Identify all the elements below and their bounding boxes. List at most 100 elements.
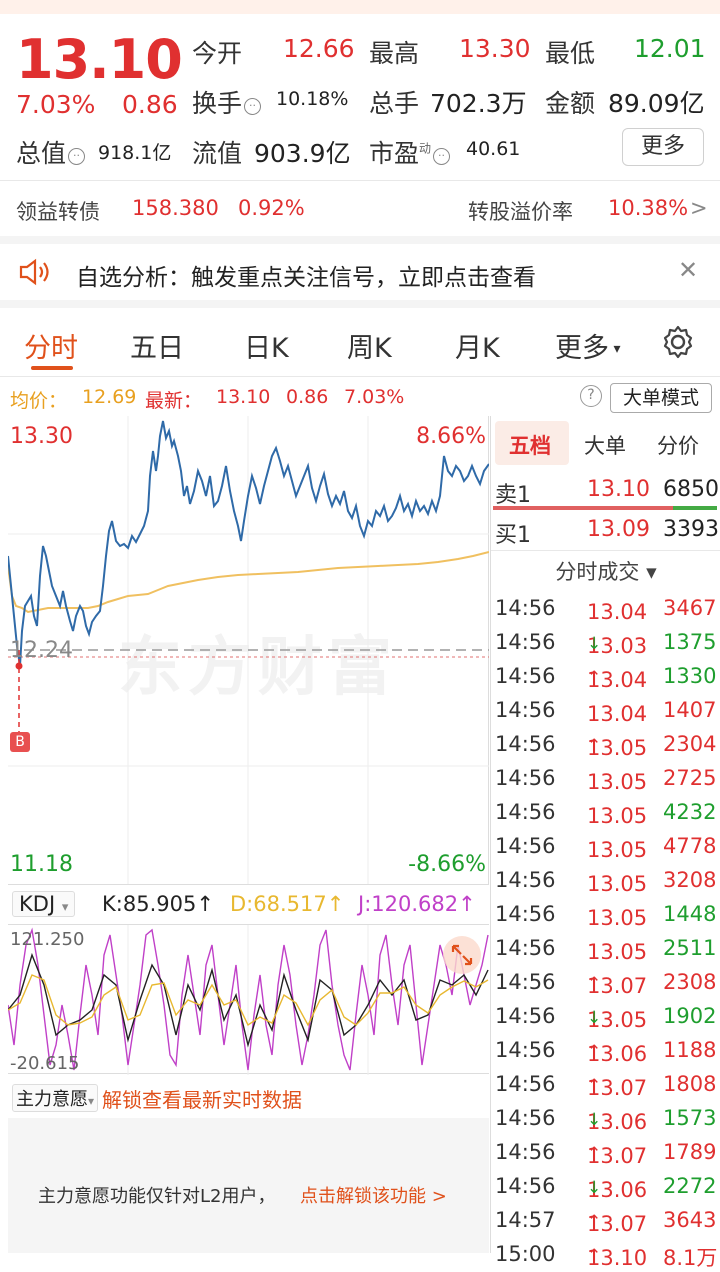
indicator-select[interactable]: KDJ ▾ — [12, 891, 76, 917]
low-value: 12.01 — [634, 34, 706, 63]
tab-more[interactable]: 更多 ▾ — [555, 333, 621, 364]
trade-row: 14:56 13.05 4778 — [495, 834, 717, 862]
premium-label: 转股溢价率 — [468, 200, 573, 224]
trade-row: 14:56 13.05 3208 — [495, 868, 717, 896]
tab-intraday[interactable]: 分时 — [24, 333, 78, 364]
trade-time: 14:56 — [495, 1174, 556, 1198]
kdj-k-value: K:85.905↑ — [102, 892, 214, 916]
trade-time: 14:56 — [495, 970, 556, 994]
tab-weekly-k[interactable]: 周K — [347, 333, 392, 364]
kdj-d-value: D:68.517↑ — [230, 892, 345, 916]
flow-indicator-select[interactable]: 主力意愿▾ — [12, 1084, 99, 1112]
trades-title[interactable]: 分时成交 ▾ — [555, 560, 657, 584]
kdj-indicator-bar: KDJ ▾ K:85.905↑ D:68.517↑ J:120.682↑ — [8, 884, 489, 924]
trade-volume: 2725 — [663, 766, 717, 790]
more-button[interactable]: 更多 — [622, 128, 704, 166]
trade-row: 14:56 13.03 ↓ 1375 — [495, 630, 717, 658]
trade-row: 15:00 13.10 ↑ 8.1万 — [495, 1242, 718, 1270]
volume-label: 总手 — [369, 89, 420, 118]
tab-five-day[interactable]: 五日 — [130, 333, 184, 364]
trade-time: 14:56 — [495, 1004, 556, 1028]
ask-volume: 6850 — [663, 477, 719, 502]
intraday-chart[interactable]: 东方财富 13.30 8.66% 12.24 11.18 -8.66% B — [8, 416, 489, 884]
avg-label: 均价： — [10, 390, 68, 412]
tab-big-orders[interactable]: 大单 — [584, 434, 626, 458]
float-value: 903.9亿 — [254, 139, 351, 168]
buy-point — [15, 662, 23, 670]
trade-row: 14:56 13.06 ↑ 1188 — [495, 1038, 717, 1066]
active-tab-indicator — [31, 366, 73, 370]
l2-text: 主力意愿功能仅针对L2用户， — [38, 1186, 276, 1207]
buy-marker-badge[interactable]: B — [10, 732, 30, 752]
trade-time: 14:56 — [495, 800, 556, 824]
tab-monthly-k[interactable]: 月K — [455, 333, 500, 364]
tab-daily-k[interactable]: 日K — [244, 333, 289, 364]
mktcap-label[interactable]: 总值 ·· — [16, 134, 87, 170]
ask-1-row[interactable]: 卖1 13.10 6850 — [491, 470, 720, 510]
trade-volume: 3467 — [663, 596, 717, 620]
trade-volume: 1808 — [663, 1072, 717, 1096]
trade-time: 15:00 — [495, 1242, 556, 1266]
top-strip — [0, 0, 720, 14]
trade-time: 14:56 — [495, 1038, 556, 1062]
trade-time: 14:56 — [495, 936, 556, 960]
ask-depth-bar — [493, 506, 673, 510]
tab-five-levels[interactable]: 五档 — [509, 434, 551, 458]
bid-1-row[interactable]: 买1 13.09 3393 — [491, 510, 720, 550]
trade-time: 14:56 — [495, 834, 556, 858]
high-value: 13.30 — [459, 34, 531, 63]
info-icon[interactable]: ·· — [244, 98, 262, 115]
big-order-mode-button[interactable]: 大单模式 — [610, 383, 712, 413]
tab-price-distribution[interactable]: 分价 — [657, 434, 699, 458]
close-icon[interactable]: ✕ — [678, 256, 699, 284]
high-label: 最高 — [369, 39, 420, 68]
info-icon[interactable]: ·· — [433, 148, 451, 165]
trade-volume: 1330 — [663, 664, 717, 688]
volume-value: 702.3万 — [430, 89, 527, 118]
kdj-chart[interactable]: 121.250 -20.615 — [8, 924, 489, 1075]
expand-icon[interactable] — [442, 935, 482, 975]
kdj-max: 121.250 — [10, 929, 85, 950]
latest-label: 最新： — [145, 390, 203, 412]
price-line — [8, 420, 489, 667]
trade-row: 14:56 13.06 ↓ 1573 — [495, 1106, 717, 1134]
trade-volume: 1573 — [663, 1106, 717, 1130]
amount-value: 89.09亿 — [608, 89, 705, 118]
trade-volume: 3643 — [663, 1208, 717, 1232]
l2-locked-panel: 主力意愿功能仅针对L2用户， 点击解锁该功能 > — [8, 1118, 489, 1253]
latest-pct: 7.03% — [344, 386, 405, 408]
help-icon[interactable]: ? — [580, 385, 602, 407]
convertible-bond-row[interactable]: 领益转债 158.380 0.92% 转股溢价率 10.38% > — [0, 180, 720, 236]
trade-time: 14:56 — [495, 630, 556, 654]
unlock-link[interactable]: 解锁查看最新实时数据 — [102, 1088, 302, 1112]
pe-label[interactable]: 市盈动 ·· — [369, 134, 452, 170]
notice-text[interactable]: 自选分析：触发重点关注信号，立即点击查看 — [76, 265, 536, 291]
latest-change: 0.86 — [286, 386, 329, 408]
period-tabs: 分时 五日 日K 周K 月K 更多 ▾ — [0, 308, 720, 376]
gear-icon[interactable] — [660, 324, 696, 360]
l2-unlock-link[interactable]: 点击解锁该功能 > — [300, 1186, 447, 1207]
main-force-bar: 主力意愿▾ 解锁查看最新实时数据 — [8, 1078, 489, 1116]
trade-row: 14:56 13.05 2725 — [495, 766, 717, 794]
order-book-panel: 五档 大单 分价 卖1 13.10 6850 买1 13.09 3393 分时成… — [490, 416, 720, 1270]
trade-row: 14:56 13.05 ↓ 1902 — [495, 1004, 717, 1032]
trade-time: 14:56 — [495, 902, 556, 926]
open-label: 今开 — [192, 39, 243, 68]
trade-volume: 8.1万 — [663, 1246, 718, 1270]
notice-bar[interactable]: 自选分析：触发重点关注信号，立即点击查看 ✕ — [0, 244, 720, 300]
premium-value: 10.38% — [608, 196, 689, 220]
float-label: 流值 — [192, 139, 243, 168]
info-icon[interactable]: ·· — [68, 148, 86, 165]
trade-volume: 4232 — [663, 800, 717, 824]
divider — [491, 550, 720, 551]
axis-top-pct: 8.66% — [416, 424, 486, 449]
trade-time: 14:56 — [495, 766, 556, 790]
trade-row: 14:56 13.05 4232 — [495, 800, 717, 828]
trade-row: 14:56 13.07 ↑ 1789 — [495, 1140, 717, 1168]
avg-price-line — [8, 551, 489, 614]
trade-volume: 2272 — [663, 1174, 717, 1198]
turnover-label[interactable]: 换手 ·· — [192, 84, 263, 120]
bid-price: 13.09 — [587, 517, 650, 542]
last-price: 13.10 — [16, 28, 183, 91]
chevron-right-icon[interactable]: > — [690, 196, 708, 220]
